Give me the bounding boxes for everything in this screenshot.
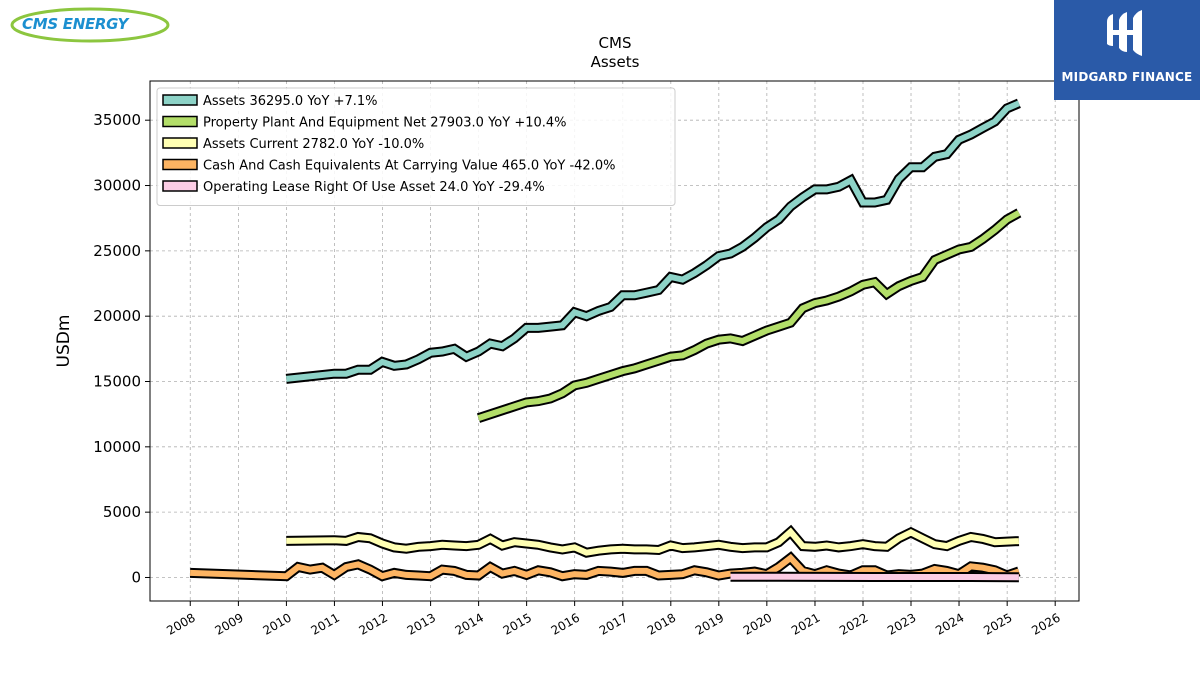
x-tick-label: 2017 <box>597 610 630 637</box>
x-tick-label: 2009 <box>212 610 245 637</box>
legend-label: Operating Lease Right Of Use Asset 24.0 … <box>203 180 545 195</box>
x-tick-label: 2008 <box>164 610 197 637</box>
x-tick-label: 2010 <box>260 610 293 637</box>
y-tick-label: 35000 <box>93 111 141 129</box>
y-tick-label: 5000 <box>103 503 141 521</box>
series-line-1 <box>285 98 1021 384</box>
legend-item: Operating Lease Right Of Use Asset 24.0 … <box>162 180 545 195</box>
y-axis-label: USDm <box>54 315 74 368</box>
series-fill <box>477 210 1021 421</box>
y-tick-label: 25000 <box>93 242 141 260</box>
legend-item: Property Plant And Equipment Net 27903.0… <box>162 115 567 131</box>
x-tick-label: 2014 <box>453 610 486 637</box>
legend-swatch <box>162 94 198 106</box>
x-tick-label: 2013 <box>405 610 438 637</box>
y-tick-label: 10000 <box>93 438 141 456</box>
y-tick-label: 15000 <box>93 373 141 391</box>
y-tick-label: 30000 <box>93 177 141 195</box>
plot-frame <box>149 80 1080 602</box>
series-line-2 <box>476 208 1022 423</box>
x-tick-label: 2019 <box>693 610 726 637</box>
cms-energy-logo: CMS ENERGY <box>8 4 173 46</box>
chart-subtitle: Assets <box>591 53 640 71</box>
series-line-3 <box>286 524 1020 558</box>
series-line-5 <box>730 571 1019 583</box>
legend-label: Property Plant And Equipment Net 27903.0… <box>203 116 567 131</box>
midgard-finance-logo: MIDGARD FINANCE <box>1054 0 1200 100</box>
series-fill <box>730 573 1019 581</box>
midgard-emblem-icon <box>1107 10 1142 56</box>
series-fill <box>286 527 1020 556</box>
swoosh-icon <box>10 7 170 43</box>
legend-label: Cash And Cash Equivalents At Carrying Va… <box>203 159 615 174</box>
legend-item: Assets 36295.0 YoY +7.1% <box>162 94 378 109</box>
series-layer <box>189 98 1022 583</box>
x-tick-label: 2012 <box>356 610 389 637</box>
legend-label: Assets 36295.0 YoY +7.1% <box>203 94 378 109</box>
legend-swatch <box>162 115 198 128</box>
legend-box <box>156 87 676 206</box>
legend-item: Cash And Cash Equivalents At Carrying Va… <box>162 158 615 174</box>
x-tick-label: 2018 <box>645 610 678 637</box>
legend-label: Assets Current 2782.0 YoY -10.0% <box>203 137 424 152</box>
legend-swatch <box>162 180 198 192</box>
x-tick-label: 2020 <box>741 610 774 637</box>
legend-swatch <box>162 137 198 149</box>
chart-title: CMS <box>599 34 632 52</box>
x-tick-label: 2015 <box>501 610 534 637</box>
legend-swatch <box>162 158 198 171</box>
series-fill <box>285 100 1021 382</box>
y-tick-label: 0 <box>131 568 141 586</box>
legend-item: Assets Current 2782.0 YoY -10.0% <box>162 137 424 152</box>
brand-logo-text: MIDGARD FINANCE <box>1061 70 1193 84</box>
x-tick-label: 2021 <box>789 610 822 637</box>
x-tick-label: 2025 <box>981 610 1014 637</box>
x-tick-label: 2016 <box>549 610 582 637</box>
y-tick-label: 20000 <box>93 307 141 325</box>
x-tick-label: 2026 <box>1029 610 1062 637</box>
x-tick-label: 2011 <box>308 610 341 637</box>
x-tick-label: 2022 <box>837 610 870 637</box>
legend: Assets 36295.0 YoY +7.1% Property Plant A… <box>156 87 676 206</box>
company-logo-text: CMS ENERGY <box>22 15 129 33</box>
x-tick-label: 2023 <box>885 610 918 637</box>
x-tick-label: 2024 <box>933 610 966 637</box>
